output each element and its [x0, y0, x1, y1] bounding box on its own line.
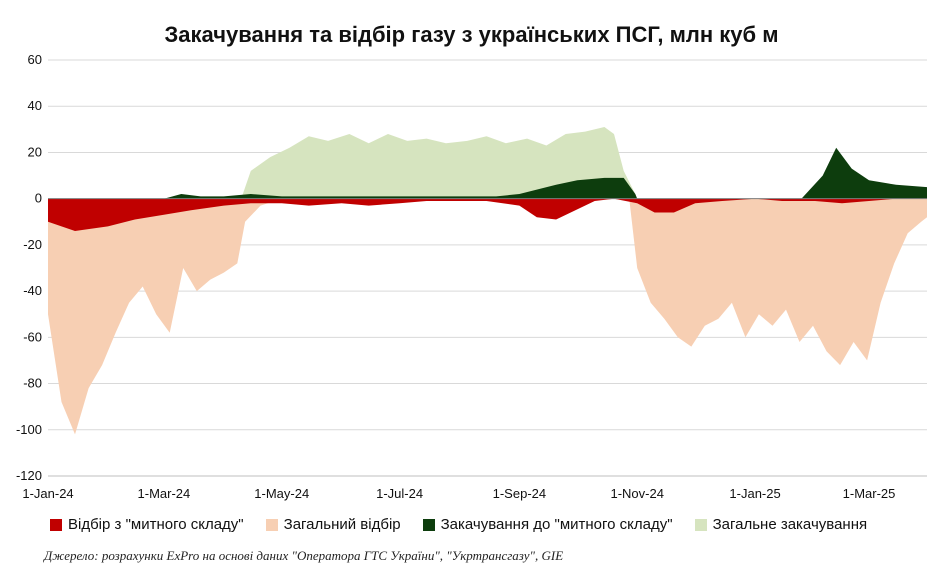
legend-item-total-injection: Загальне закачування: [694, 516, 868, 533]
legend-label-total-withdrawal: Загальний відбір: [283, 516, 401, 533]
x-tick-label: 1-May-24: [254, 486, 309, 501]
legend-label-total-injection: Загальне закачування: [712, 516, 868, 533]
series-area-customs-injection: [48, 127, 927, 199]
chart-title: Закачування та відбір газу з українських…: [164, 22, 779, 47]
y-tick-label: 0: [35, 191, 42, 206]
y-tick-label: 40: [28, 98, 42, 113]
legend-label-customs-injection: Закачування до "митного складу": [440, 516, 673, 533]
y-tick-label: 20: [28, 144, 42, 159]
legend-label-customs-withdrawal: Відбір з "митного складу": [68, 516, 244, 533]
x-tick-label: 1-Mar-25: [843, 486, 896, 501]
legend-swatch-customs-withdrawal: [50, 518, 62, 531]
y-tick-label: -100: [16, 422, 42, 437]
legend-item-total-withdrawal: Загальний відбір: [265, 516, 401, 533]
x-tick-label: 1-Nov-24: [610, 486, 663, 501]
legend-swatch-total-withdrawal: [265, 518, 278, 531]
series-area-total-injection: [48, 147, 927, 199]
series-area-total-withdrawal: [48, 198, 927, 435]
y-tick-label: -80: [23, 376, 42, 391]
source-note: Джерело: розрахунки ExPro на основі дани…: [44, 548, 564, 563]
y-tick-label: -40: [23, 283, 42, 298]
legend-item-customs-withdrawal: Відбір з "митного складу": [50, 516, 244, 533]
x-tick-label: 1-Jul-24: [376, 486, 423, 501]
chart-legend: Відбір з "митного складу" Загальний відб…: [50, 516, 930, 533]
y-tick-label: -120: [16, 468, 42, 483]
x-tick-label: 1-Jan-25: [729, 486, 780, 501]
legend-swatch-customs-injection: [422, 518, 435, 531]
series-area-customs-withdrawal: [48, 198, 927, 231]
y-tick-label: -60: [23, 329, 42, 344]
legend-item-customs-injection: Закачування до "митного складу": [422, 516, 673, 533]
y-tick-label: 60: [28, 52, 42, 67]
y-tick-label: -20: [23, 237, 42, 252]
legend-swatch-total-injection: [694, 518, 707, 531]
x-tick-label: 1-Sep-24: [493, 486, 546, 501]
x-tick-label: 1-Mar-24: [138, 486, 191, 501]
x-tick-label: 1-Jan-24: [22, 486, 73, 501]
